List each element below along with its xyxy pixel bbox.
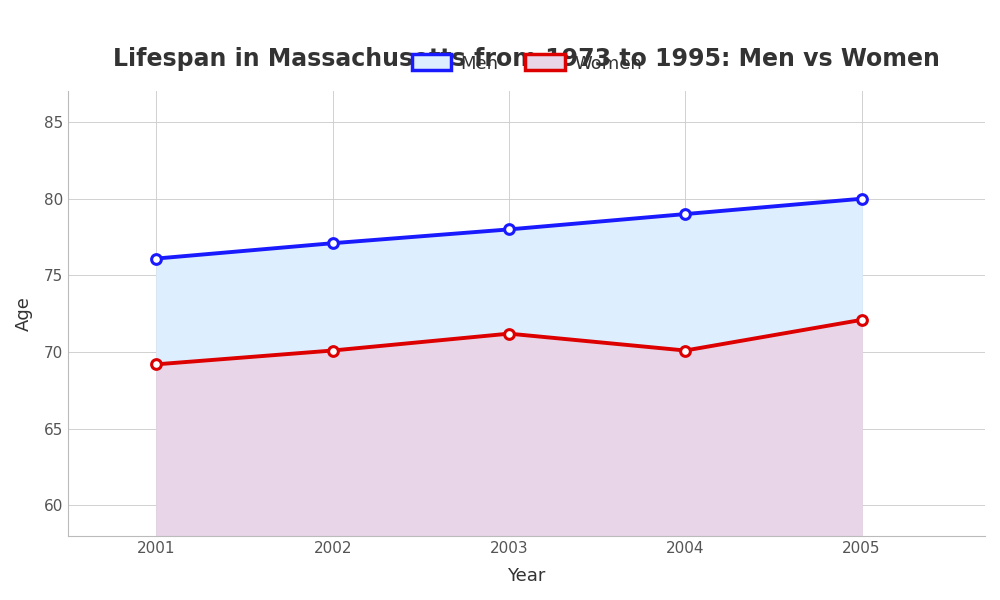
Title: Lifespan in Massachusetts from 1973 to 1995: Men vs Women: Lifespan in Massachusetts from 1973 to 1… xyxy=(113,47,940,71)
Y-axis label: Age: Age xyxy=(15,296,33,331)
X-axis label: Year: Year xyxy=(507,567,546,585)
Legend: Men, Women: Men, Women xyxy=(404,47,649,80)
